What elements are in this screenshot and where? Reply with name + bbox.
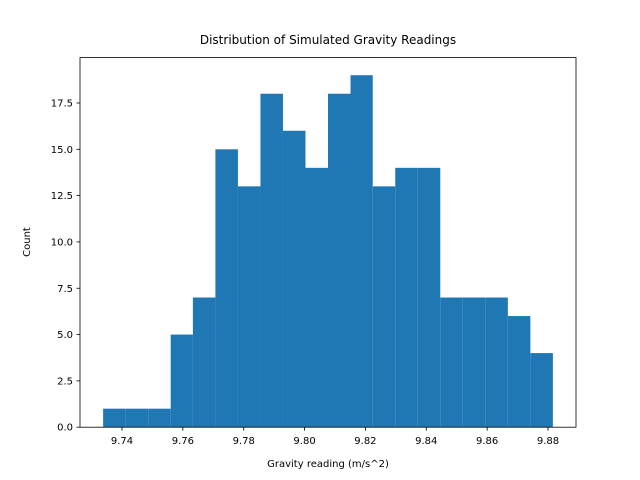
x-tick-label: 9.82 [354, 436, 376, 447]
x-tick-label: 9.84 [415, 436, 437, 447]
bar [192, 297, 216, 428]
bar [103, 408, 126, 428]
y-tick-label: 15.0 [51, 145, 73, 156]
chart-title: Distribution of Simulated Gravity Readin… [200, 33, 456, 47]
x-tick-label: 9.80 [293, 436, 315, 447]
bar [260, 93, 283, 428]
bar [530, 353, 553, 428]
axes-frame [79, 57, 577, 428]
bar [125, 408, 149, 428]
x-tick-label: 9.74 [111, 436, 133, 447]
x-tick-label: 9.76 [172, 436, 194, 447]
bar [417, 167, 441, 428]
y-tick-label: 5.0 [57, 330, 73, 341]
y-tick-label: 0.0 [57, 423, 73, 434]
bar [462, 297, 486, 428]
y-tick-label: 12.5 [51, 191, 73, 202]
bar [440, 297, 463, 428]
bar [282, 130, 306, 428]
y-tick-label: 7.5 [57, 284, 73, 295]
y-tick-label: 17.5 [51, 98, 73, 109]
bar [237, 186, 261, 428]
bar [305, 167, 328, 428]
bar [395, 167, 418, 428]
bar [328, 93, 351, 428]
x-tick-label: 9.88 [537, 436, 559, 447]
y-tick-label: 10.0 [51, 237, 73, 248]
y-axis-label: Count [22, 227, 33, 257]
x-tick-label: 9.86 [476, 436, 498, 447]
bar [507, 316, 531, 428]
bar [215, 149, 238, 428]
x-axis-label: Gravity reading (m/s^2) [267, 459, 389, 470]
bar [372, 186, 396, 428]
bar [350, 75, 373, 428]
y-tick-label: 2.5 [57, 376, 73, 387]
bar [170, 334, 193, 428]
bar [148, 408, 171, 428]
x-tick-label: 9.78 [233, 436, 255, 447]
bar [485, 297, 508, 428]
